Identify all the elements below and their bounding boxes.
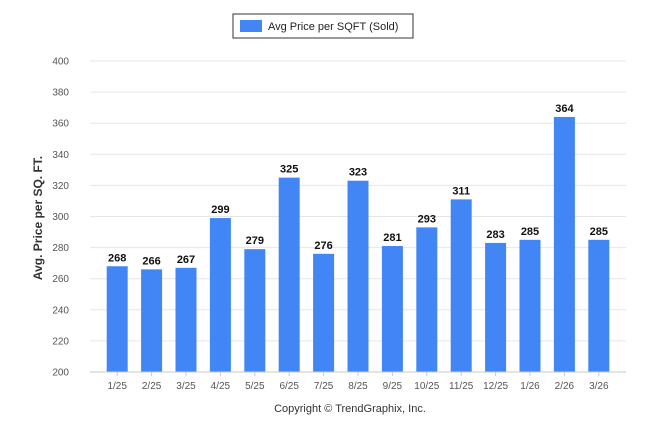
- bar-4-25: [209, 218, 231, 372]
- y-tick-label: 240: [52, 305, 69, 316]
- legend-box: [232, 13, 414, 39]
- chart-legend: Avg Price per SQFT (Sold): [232, 13, 414, 39]
- x-tick-label: 4/25: [211, 381, 231, 392]
- x-tick-label: 7/25: [314, 381, 334, 392]
- data-label: 311: [452, 185, 470, 197]
- data-labels: 268 266 267 299 279 325 276 323 281 293 311 283 285 3…: [108, 103, 608, 267]
- data-label: 283: [486, 229, 504, 241]
- legend-swatch: [240, 20, 262, 32]
- x-tick-label: 1/26: [520, 381, 540, 392]
- copyright-footer: Copyright © TrendGraphix, Inc.: [274, 403, 426, 415]
- x-tick-label: 11/25: [449, 381, 474, 392]
- x-tick-label: 9/25: [383, 381, 403, 392]
- y-tick-label: 400: [52, 57, 69, 68]
- data-label: 268: [108, 252, 126, 264]
- y-axis-title: Avg. Price per SQ. FT.: [31, 156, 45, 280]
- x-tick-label: 10/25: [414, 381, 439, 392]
- data-label: 323: [349, 167, 367, 179]
- bar-1-25: [106, 266, 128, 372]
- x-tick-label: 6/25: [279, 381, 299, 392]
- data-label: 281: [383, 232, 401, 244]
- bar-9-25: [381, 246, 403, 372]
- x-tick-label: 3/26: [589, 381, 609, 392]
- data-label: 267: [177, 254, 195, 266]
- y-tick-label: 260: [52, 274, 69, 285]
- x-tick-label: 2/26: [555, 381, 575, 392]
- bar-5-25: [244, 249, 266, 372]
- bar-2-26: [553, 116, 575, 372]
- y-tick-label: 360: [52, 119, 69, 130]
- bar-10-25: [416, 227, 438, 372]
- legend-label: Avg Price per SQFT (Sold): [268, 21, 398, 33]
- x-tick-label: 12/25: [483, 381, 508, 392]
- x-tick-label: 2/25: [142, 381, 162, 392]
- bar-11-25: [450, 199, 472, 372]
- y-tick-label: 300: [52, 212, 69, 223]
- bars: [106, 116, 610, 372]
- bar-3-26: [588, 239, 610, 372]
- data-label: 299: [211, 204, 229, 216]
- data-label: 266: [142, 255, 160, 267]
- bar-12-25: [485, 242, 507, 372]
- data-label: 285: [521, 226, 539, 238]
- data-label: 293: [418, 213, 436, 225]
- bar-8-25: [347, 180, 369, 372]
- bar-3-25: [175, 267, 197, 372]
- y-tick-label: 380: [52, 88, 69, 99]
- data-label: 276: [314, 240, 332, 252]
- y-axis-ticks: 200 220 240 260 280 300 320 340 360 380 400: [52, 57, 69, 379]
- y-tick-label: 220: [52, 336, 69, 347]
- bar-6-25: [278, 177, 300, 372]
- data-label: 279: [246, 235, 264, 247]
- data-label: 285: [590, 226, 608, 238]
- x-tick-label: 3/25: [176, 381, 196, 392]
- y-tick-label: 320: [52, 181, 69, 192]
- x-tick-label: 8/25: [348, 381, 368, 392]
- bar-7-25: [313, 253, 335, 372]
- data-label: 364: [555, 103, 574, 115]
- data-label: 325: [280, 164, 298, 176]
- x-tick-label: 1/25: [107, 381, 127, 392]
- x-tick-label: 5/25: [245, 381, 265, 392]
- bar-1-26: [519, 239, 541, 372]
- x-axis-ticks: 1/25 2/25 3/25 4/25 5/25 6/25 7/25 8/25 9/25 10/2…: [107, 372, 609, 392]
- y-tick-label: 340: [52, 150, 69, 161]
- bar-2-25: [141, 269, 163, 372]
- y-tick-label: 280: [52, 243, 69, 254]
- y-tick-label: 200: [52, 368, 69, 379]
